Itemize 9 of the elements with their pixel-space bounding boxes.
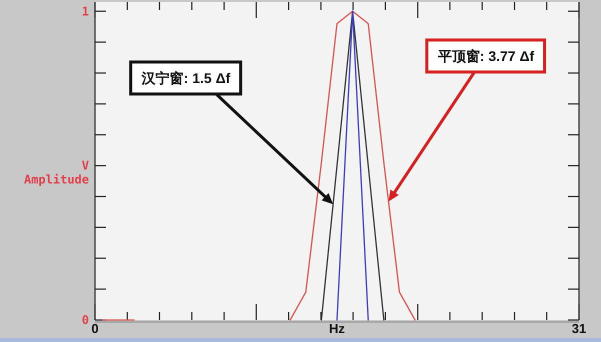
x-axis-title: Hz: [329, 321, 346, 336]
annotation: 汉宁窗: 1.5 Δf: [140, 70, 231, 86]
annotation: 平顶窗: 3.77 Δf: [388, 38, 546, 202]
x-tick-label: 31: [572, 321, 586, 336]
y-tick-label: 1: [82, 4, 89, 18]
y-axis-title: Amplitude: [24, 172, 89, 187]
annotation: 汉宁窗: 1.5 Δf: [129, 60, 334, 204]
y-tick-label: V: [82, 158, 89, 173]
annotation: 平顶窗: 3.77 Δf: [436, 48, 535, 64]
